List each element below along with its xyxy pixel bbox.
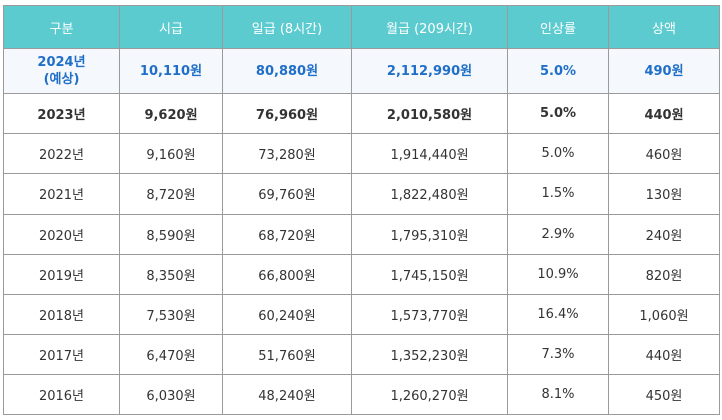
cell-daily: 73,280원 xyxy=(222,133,352,175)
cell-daily: 60,240원 xyxy=(222,293,352,335)
cell-increase: 440원 xyxy=(608,93,720,135)
cell-increase: 460원 xyxy=(608,133,720,175)
cell-daily: 68,720원 xyxy=(222,213,352,255)
header-monthly: 월급 (209시간) xyxy=(351,5,508,49)
cell-rate: 16.4% xyxy=(507,293,609,335)
cell-year: 2018년 xyxy=(3,293,120,335)
cell-daily: 51,760원 xyxy=(222,333,352,375)
cell-rate: 5.0% xyxy=(507,47,609,95)
cell-rate: 7.3% xyxy=(507,333,609,375)
cell-year: 2020년 xyxy=(3,213,120,255)
cell-increase: 240원 xyxy=(608,213,720,255)
cell-hourly: 8,590원 xyxy=(119,213,223,255)
table-row: 2022년 9,160원 73,280원 1,914,440원 5.0% 460… xyxy=(3,133,720,175)
cell-hourly: 7,530원 xyxy=(119,293,223,335)
table-row: 2021년 8,720원 69,760원 1,822,480원 1.5% 130… xyxy=(3,173,720,215)
cell-monthly: 1,352,230원 xyxy=(351,333,508,375)
header-row: 구분 시급 일급 (8시간) 월급 (209시간) 인상률 상액 xyxy=(3,5,720,49)
cell-hourly: 9,160원 xyxy=(119,133,223,175)
table-body: 2024년 (예상) 10,110원 80,880원 2,112,990원 5.0… xyxy=(3,47,720,416)
year-label: 2024년 xyxy=(37,55,86,71)
table-header: 구분 시급 일급 (8시간) 월급 (209시간) 인상률 상액 xyxy=(3,5,720,49)
cell-rate: 2.9% xyxy=(507,213,609,255)
cell-monthly: 1,745,150원 xyxy=(351,253,508,295)
cell-monthly: 2,112,990원 xyxy=(351,47,508,95)
header-increase: 상액 xyxy=(608,5,720,49)
cell-rate: 5.0% xyxy=(507,133,609,175)
cell-year: 2019년 xyxy=(3,253,120,295)
table-row: 2019년 8,350원 66,800원 1,745,150원 10.9% 82… xyxy=(3,253,720,295)
cell-daily: 66,800원 xyxy=(222,253,352,295)
cell-daily: 76,960원 xyxy=(222,93,352,135)
cell-rate: 10.9% xyxy=(507,253,609,295)
cell-monthly: 1,914,440원 xyxy=(351,133,508,175)
cell-monthly: 1,260,270원 xyxy=(351,373,508,416)
cell-hourly: 6,470원 xyxy=(119,333,223,375)
cell-increase: 820원 xyxy=(608,253,720,295)
cell-year: 2017년 xyxy=(3,333,120,375)
cell-hourly: 9,620원 xyxy=(119,93,223,135)
header-hourly: 시급 xyxy=(119,5,223,49)
cell-hourly: 6,030원 xyxy=(119,373,223,416)
cell-increase: 440원 xyxy=(608,333,720,375)
minimum-wage-table: 구분 시급 일급 (8시간) 월급 (209시간) 인상률 상액 2024년 (예… xyxy=(3,5,720,416)
header-daily: 일급 (8시간) xyxy=(222,5,352,49)
table-row: 2017년 6,470원 51,760원 1,352,230원 7.3% 440… xyxy=(3,333,720,375)
cell-daily: 48,240원 xyxy=(222,373,352,416)
cell-year: 2021년 xyxy=(3,173,120,215)
cell-daily: 80,880원 xyxy=(222,47,352,95)
cell-monthly: 2,010,580원 xyxy=(351,93,508,135)
cell-year: 2024년 (예상) xyxy=(3,47,120,95)
cell-rate: 5.0% xyxy=(507,93,609,135)
header-rate: 인상률 xyxy=(507,5,609,49)
cell-monthly: 1,795,310원 xyxy=(351,213,508,255)
cell-increase: 1,060원 xyxy=(608,293,720,335)
header-category: 구분 xyxy=(3,5,120,49)
cell-hourly: 8,720원 xyxy=(119,173,223,215)
table-row: 2016년 6,030원 48,240원 1,260,270원 8.1% 450… xyxy=(3,373,720,416)
cell-increase: 130원 xyxy=(608,173,720,215)
cell-year: 2022년 xyxy=(3,133,120,175)
table-row: 2020년 8,590원 68,720원 1,795,310원 2.9% 240… xyxy=(3,213,720,255)
cell-year: 2016년 xyxy=(3,373,120,416)
cell-year: 2023년 xyxy=(3,93,120,135)
cell-hourly: 8,350원 xyxy=(119,253,223,295)
table-row: 2023년 9,620원 76,960원 2,010,580원 5.0% 440… xyxy=(3,93,720,135)
table-row: 2024년 (예상) 10,110원 80,880원 2,112,990원 5.0… xyxy=(3,47,720,95)
cell-rate: 8.1% xyxy=(507,373,609,416)
cell-increase: 490원 xyxy=(608,47,720,95)
table-row: 2018년 7,530원 60,240원 1,573,770원 16.4% 1,… xyxy=(3,293,720,335)
cell-monthly: 1,573,770원 xyxy=(351,293,508,335)
year-note: (예상) xyxy=(43,72,80,88)
cell-increase: 450원 xyxy=(608,373,720,416)
cell-rate: 1.5% xyxy=(507,173,609,215)
cell-monthly: 1,822,480원 xyxy=(351,173,508,215)
cell-hourly: 10,110원 xyxy=(119,47,223,95)
cell-daily: 69,760원 xyxy=(222,173,352,215)
